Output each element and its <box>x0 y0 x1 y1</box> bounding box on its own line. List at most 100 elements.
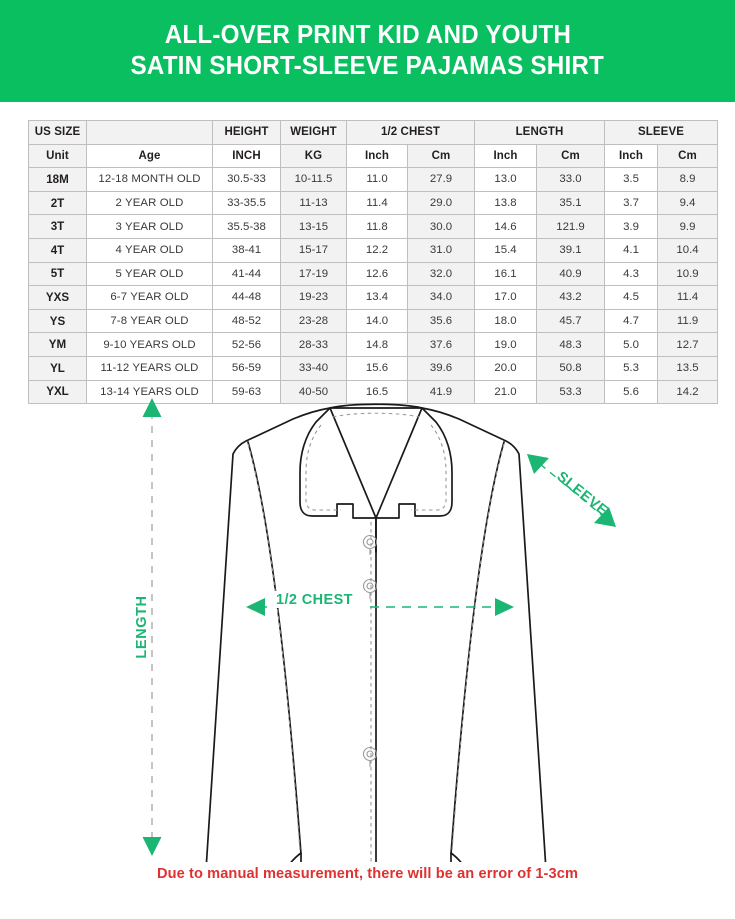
cell-sleeve-cm: 11.4 <box>656 285 719 310</box>
cell-age: 5 YEAR OLD <box>86 261 213 287</box>
length-measure-guide: LENGTH <box>134 398 162 856</box>
cell-weight-kg: 23-28 <box>280 308 347 334</box>
cell-weight-kg: 40-50 <box>280 379 347 405</box>
cell-length-cm: 33.0 <box>536 167 605 192</box>
cell-height-inch: 30.5-33 <box>212 167 281 192</box>
cell-chest-inch: 12.2 <box>346 237 408 263</box>
button-3 <box>362 746 378 767</box>
cell-height-inch: 35.5-38 <box>212 214 281 239</box>
table-row: 4T 4 YEAR OLD 38-41 15-17 12.2 31.0 15.4 39.1 4.… <box>28 237 719 263</box>
cell-size: YXL <box>28 379 87 405</box>
cell-height-inch: 56-59 <box>212 355 281 381</box>
cell-size: 4T <box>28 237 87 263</box>
cell-length-cm: 43.2 <box>536 285 605 310</box>
cell-age: 2 YEAR OLD <box>86 190 213 216</box>
header-title-line-1: ALL-OVER PRINT KID AND YOUTH <box>164 21 571 49</box>
cell-sleeve-inch: 4.3 <box>604 261 658 287</box>
half-chest-label: 1/2 CHEST <box>276 592 353 608</box>
sub-header-length-cm: Cm <box>536 143 605 169</box>
group-header-sleeve: SLEEVE <box>603 120 719 145</box>
header-title-line-2: SATIN SHORT-SLEEVE PAJAMAS SHIRT <box>130 52 605 80</box>
cell-length-inch: 14.6 <box>474 214 537 239</box>
cell-length-inch: 16.1 <box>474 261 537 287</box>
cell-sleeve-cm: 9.4 <box>656 190 719 216</box>
manual-measurement-note: Due to manual measurement, there will be… <box>156 866 579 882</box>
length-arrow-top-icon <box>142 398 162 417</box>
cell-length-inch: 19.0 <box>474 332 537 357</box>
cell-size: 5T <box>28 261 87 287</box>
cell-age: 4 YEAR OLD <box>86 237 213 263</box>
cell-age: 3 YEAR OLD <box>86 214 213 239</box>
cell-weight-kg: 10-11.5 <box>280 167 347 192</box>
size-chart-table-container: US SIZE HEIGHT WEIGHT 1/2 CHEST LENGTH S… <box>28 120 719 405</box>
button-1 <box>362 534 378 555</box>
half-chest-arrow-right-icon <box>495 598 514 616</box>
group-header-height: HEIGHT <box>212 120 281 145</box>
sub-header-length-inch: Inch <box>474 143 537 169</box>
cell-sleeve-cm: 13.5 <box>656 355 719 381</box>
sub-header-unit: Unit <box>28 143 87 169</box>
cell-length-inch: 15.4 <box>474 237 537 263</box>
cell-sleeve-inch: 3.7 <box>604 190 658 216</box>
cell-length-cm: 45.7 <box>536 308 605 334</box>
right-armhole-stitch <box>451 443 505 853</box>
cell-chest-inch: 15.6 <box>346 355 408 381</box>
cell-height-inch: 38-41 <box>212 237 281 263</box>
cell-length-inch: 18.0 <box>474 308 537 334</box>
sub-header-sleeve-cm: Cm <box>656 143 719 169</box>
sub-header-age: Age <box>86 143 213 169</box>
size-chart-table-body: 18M 12-18 MONTH OLD 30.5-33 10-11.5 11.0 27.9… <box>28 167 719 405</box>
group-header-weight: WEIGHT <box>280 120 347 145</box>
table-row: 18M 12-18 MONTH OLD 30.5-33 10-11.5 11.0 27.9… <box>28 167 719 192</box>
cell-chest-cm: 31.0 <box>407 237 475 263</box>
sleeve-label: SLEEVE <box>553 469 610 520</box>
table-group-header-row: US SIZE HEIGHT WEIGHT 1/2 CHEST LENGTH S… <box>28 120 719 145</box>
cell-chest-inch: 11.8 <box>346 214 408 239</box>
table-row: YM 9-10 YEARS OLD 52-56 28-33 14.8 37.6 19.0 48… <box>28 332 719 357</box>
group-header-blank <box>86 120 213 145</box>
left-lapel-fold <box>329 407 377 519</box>
sub-header-height-inch: INCH <box>212 143 281 169</box>
sleeve-measure-guide: SLEEVE <box>527 454 616 527</box>
cell-age: 12-18 MONTH OLD <box>86 167 213 192</box>
table-row: YXS 6-7 YEAR OLD 44-48 19-23 13.4 34.0 17.0 43.… <box>28 285 719 310</box>
cell-sleeve-cm: 10.9 <box>656 261 719 287</box>
table-row: YS 7-8 YEAR OLD 48-52 23-28 14.0 35.6 18.0 45.7… <box>28 308 719 334</box>
cell-chest-cm: 29.0 <box>407 190 475 216</box>
cell-size: YS <box>28 308 87 334</box>
left-collar <box>299 407 377 553</box>
cell-chest-inch: 11.4 <box>346 190 408 216</box>
cell-size: 2T <box>28 190 87 216</box>
cell-height-inch: 33-35.5 <box>212 190 281 216</box>
left-collar-stitch <box>305 424 341 511</box>
cell-sleeve-cm: 10.4 <box>656 237 719 263</box>
sleeve-arrow-lower-icon <box>594 507 616 527</box>
table-row: 2T 2 YEAR OLD 33-35.5 11-13 11.4 29.0 13.8 35.1… <box>28 190 719 216</box>
cell-chest-inch: 13.4 <box>346 285 408 310</box>
cell-chest-inch: 16.5 <box>346 379 408 405</box>
shirt-measurement-diagram: LENGTH <box>0 392 735 862</box>
sub-header-weight-kg: KG <box>280 143 347 169</box>
cell-height-inch: 44-48 <box>212 285 281 310</box>
cell-sleeve-inch: 3.5 <box>604 167 658 192</box>
length-arrow-bottom-icon <box>142 837 162 856</box>
cell-length-inch: 17.0 <box>474 285 537 310</box>
cell-sleeve-inch: 5.6 <box>604 379 658 405</box>
cell-chest-cm: 35.6 <box>407 308 475 334</box>
cell-weight-kg: 28-33 <box>280 332 347 357</box>
cell-length-inch: 13.8 <box>474 190 537 216</box>
cell-length-inch: 21.0 <box>474 379 537 405</box>
cell-age: 7-8 YEAR OLD <box>86 308 213 334</box>
cell-chest-cm: 34.0 <box>407 285 475 310</box>
size-chart-table: US SIZE HEIGHT WEIGHT 1/2 CHEST LENGTH S… <box>28 120 719 405</box>
cell-chest-cm: 27.9 <box>407 167 475 192</box>
half-chest-arrow-left-icon <box>246 598 265 616</box>
sub-header-chest-cm: Cm <box>407 143 475 169</box>
cell-size: 18M <box>28 167 87 192</box>
cell-height-inch: 52-56 <box>212 332 281 357</box>
half-chest-label-backdrop <box>272 591 366 608</box>
cell-sleeve-inch: 5.3 <box>604 355 658 381</box>
table-row: YXL 13-14 YEARS OLD 59-63 40-50 16.5 41.9 21.0… <box>28 379 719 405</box>
group-header-length: LENGTH <box>474 120 605 145</box>
right-collar-stitch <box>411 424 447 511</box>
